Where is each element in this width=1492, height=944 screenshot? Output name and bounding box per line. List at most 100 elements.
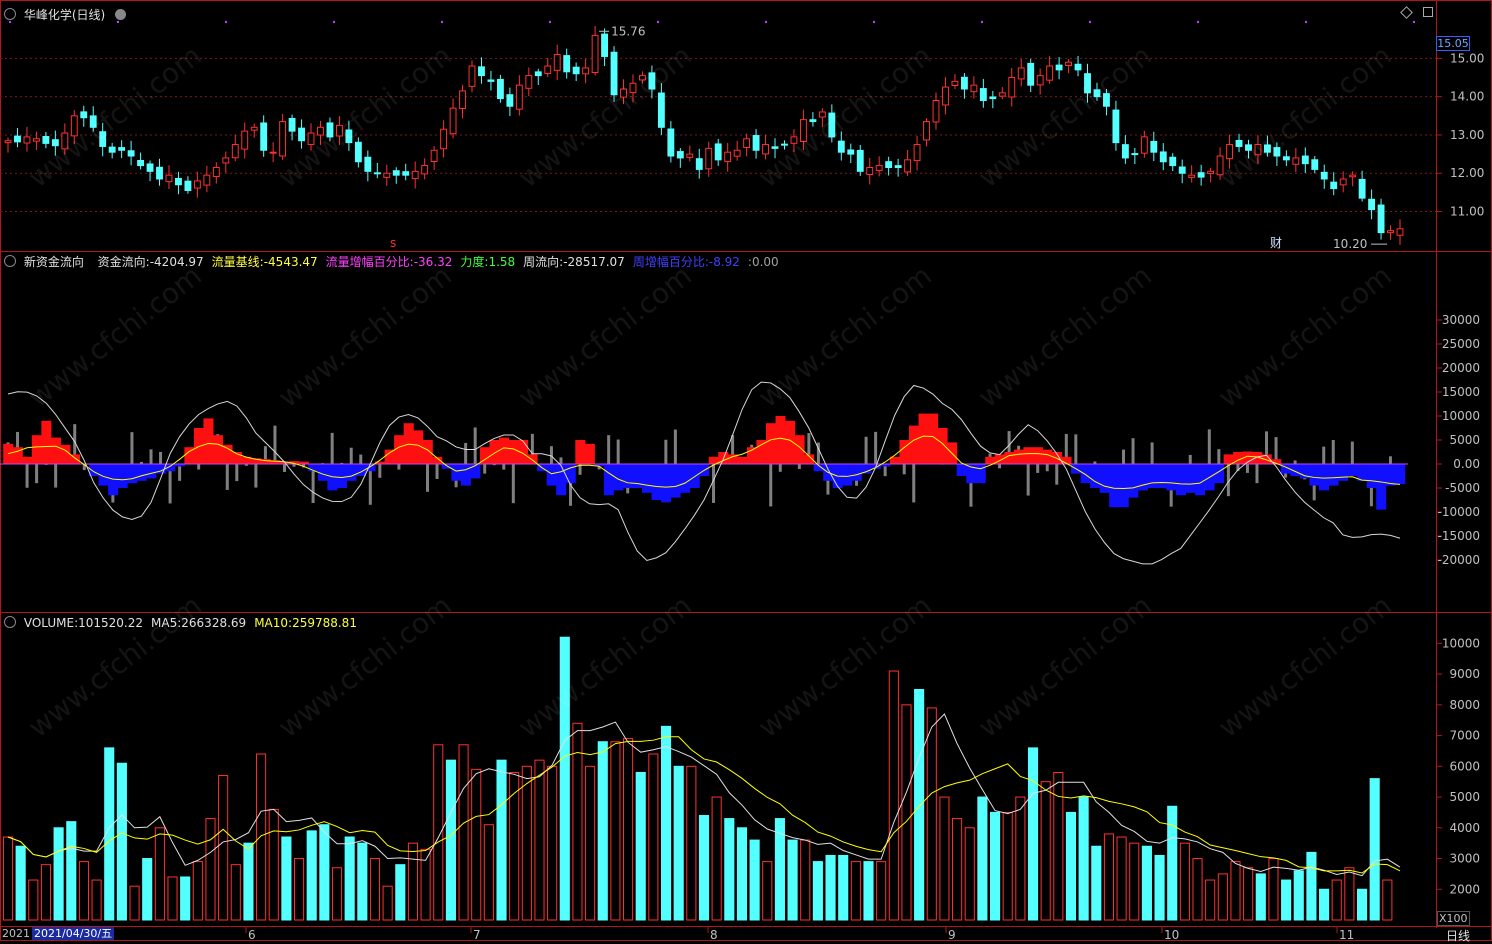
inflow-bar [22, 457, 32, 464]
volume-bar-up [877, 862, 886, 920]
gray-bar [350, 448, 353, 464]
gray-bar [769, 464, 772, 506]
candle-up [71, 116, 77, 136]
gray-bar [130, 432, 133, 464]
candle-up [819, 112, 825, 117]
gray-bar [464, 443, 467, 464]
flow-tick-label: 15000 [1442, 385, 1480, 399]
date-start-partial: 2021 [2, 927, 30, 940]
candle-down [1359, 179, 1365, 198]
settings-circle-icon[interactable] [115, 9, 126, 20]
volume-tick-label: 9000 [1449, 667, 1480, 681]
indicator-name: 新资金流向 [24, 255, 84, 269]
volume-bar-down [1320, 889, 1329, 920]
signal-dot [1089, 21, 1091, 23]
volume-bar-up [1345, 868, 1354, 920]
gray-bar [197, 464, 200, 470]
volume-bar-down [1168, 806, 1177, 920]
volume-bar-down [598, 742, 607, 920]
gray-bar [798, 464, 801, 469]
header-item: 流量增幅百分比:-36.32 [326, 255, 453, 269]
candle-up [1255, 145, 1261, 155]
volume-bar-up [332, 868, 341, 920]
collapse-icon[interactable] [4, 8, 16, 20]
candle-up [554, 55, 560, 71]
candle-down [1302, 156, 1308, 164]
signal-dot [765, 21, 767, 23]
candle-up [166, 175, 172, 182]
candle-down [602, 34, 608, 56]
header-item-label: MA10: [254, 616, 292, 630]
volume-bar-down [345, 837, 354, 920]
gray-bar [474, 427, 477, 464]
flow-tick-label: 0.00 [1453, 457, 1480, 471]
gray-bar [178, 464, 181, 481]
gray-bar [512, 464, 515, 503]
candle-up [640, 76, 646, 80]
candle-up [744, 139, 750, 148]
header-item-value: 266328.69 [181, 616, 246, 630]
candle-down [1113, 110, 1119, 143]
candle-up [999, 93, 1005, 96]
gray-bar [1046, 464, 1049, 471]
inflow-bar [489, 440, 499, 464]
gray-bar [436, 464, 439, 479]
volume-bar-up [624, 739, 633, 920]
outflow-bar [1100, 464, 1110, 493]
inflow-bar [1224, 454, 1234, 464]
gray-bar [1255, 464, 1258, 483]
inflow-bar [1004, 452, 1014, 464]
volume-bar-down [725, 819, 734, 920]
flow-panel[interactable]: 300002500020000150001000050000.00-5000-1… [0, 313, 1480, 567]
volume-bar-up [763, 862, 772, 920]
restore-icon[interactable] [1423, 7, 1433, 17]
outflow-bar [1109, 464, 1119, 507]
inflow-bar [919, 414, 929, 464]
header-item-label: 资金流向: [98, 255, 150, 269]
candle-down [990, 97, 996, 99]
volume-bar-down [396, 865, 405, 920]
candle-down [649, 73, 655, 89]
outflow-bar [671, 464, 681, 498]
candle-down [782, 144, 788, 145]
volume-bar-up [1206, 880, 1215, 920]
volume-bar-up [269, 809, 278, 920]
header-item: MA5:266328.69 [151, 616, 246, 630]
cursor-date: 2021/04/30/五 [32, 927, 114, 940]
inflow-bar [766, 423, 776, 464]
diamond-icon[interactable] [1400, 6, 1413, 19]
volume-bar-up [611, 742, 620, 920]
gray-bar [1132, 438, 1135, 464]
candle-down [1094, 90, 1100, 97]
candle-up [583, 68, 589, 74]
outflow-bar [842, 464, 852, 486]
candle-down [1274, 148, 1280, 156]
candle-up [545, 66, 551, 73]
signal-cai-label: 财 [1270, 236, 1282, 250]
period-label[interactable]: 日线 [1446, 927, 1470, 944]
header-item: 资金流向:-4204.97 [98, 255, 204, 269]
volume-bar-up [522, 766, 531, 920]
volume-bar-down [661, 726, 670, 920]
candle-down [479, 67, 485, 76]
candle-up [1141, 137, 1147, 153]
candle-up [223, 158, 229, 163]
header-item-label: VOLUME: [24, 616, 78, 630]
candle-down [564, 56, 570, 72]
candle-up [876, 166, 882, 171]
month-label: 9 [948, 928, 956, 941]
candle-down [848, 150, 854, 154]
gray-bar [912, 464, 915, 502]
outflow-bar [680, 464, 690, 493]
candle-down [15, 136, 21, 142]
volume-bar-up [219, 776, 228, 920]
collapse-icon[interactable] [4, 255, 16, 267]
volume-bar-down [244, 843, 253, 920]
collapse-icon[interactable] [4, 616, 16, 628]
volume-bar-up [649, 754, 658, 920]
volume-bar-down [737, 828, 746, 920]
